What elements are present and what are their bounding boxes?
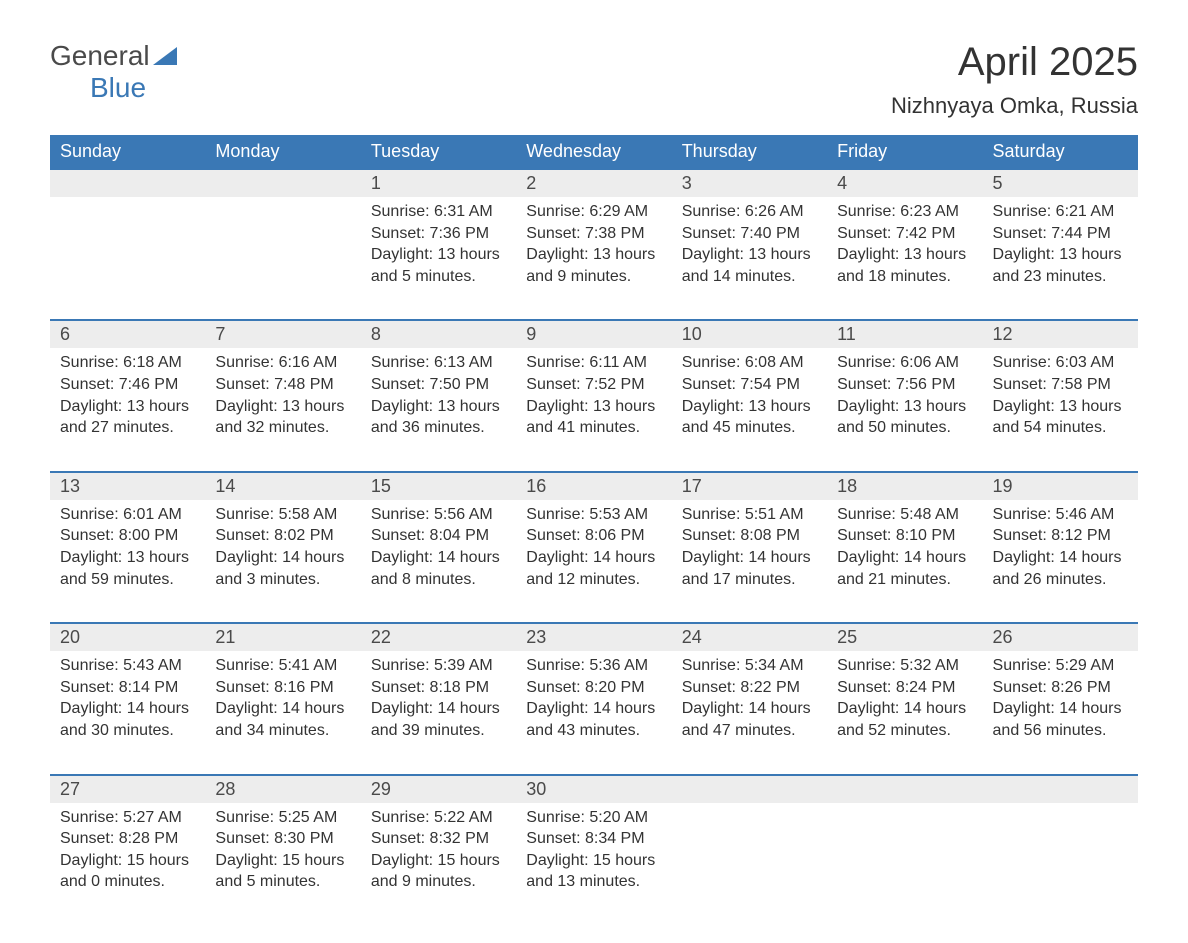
day-content-cell: Sunrise: 6:31 AMSunset: 7:36 PMDaylight:… (361, 197, 516, 320)
day-number-cell: 3 (672, 169, 827, 197)
day-number-cell: 16 (516, 472, 671, 500)
day-number-cell: 5 (983, 169, 1138, 197)
day-number-cell: 22 (361, 623, 516, 651)
day-content-cell: Sunrise: 6:16 AMSunset: 7:48 PMDaylight:… (205, 348, 360, 471)
day-content-cell: Sunrise: 5:46 AMSunset: 8:12 PMDaylight:… (983, 500, 1138, 623)
day-content-cell: Sunrise: 5:48 AMSunset: 8:10 PMDaylight:… (827, 500, 982, 623)
logo-text-blue: Blue (90, 72, 146, 104)
day-content-cell: Sunrise: 6:21 AMSunset: 7:44 PMDaylight:… (983, 197, 1138, 320)
header-row: General Blue April 2025 Nizhnyaya Omka, … (50, 40, 1138, 127)
day-number-cell (50, 169, 205, 197)
day-number-cell: 21 (205, 623, 360, 651)
day-number-cell: 20 (50, 623, 205, 651)
day-content-cell: Sunrise: 6:01 AMSunset: 8:00 PMDaylight:… (50, 500, 205, 623)
day-number-cell: 11 (827, 320, 982, 348)
logo-triangle-icon (153, 47, 177, 70)
day-number-cell: 1 (361, 169, 516, 197)
day-content-cell: Sunrise: 5:51 AMSunset: 8:08 PMDaylight:… (672, 500, 827, 623)
calendar-body: 12345Sunrise: 6:31 AMSunset: 7:36 PMDayl… (50, 169, 1138, 903)
header-wednesday: Wednesday (516, 135, 671, 169)
day-content-cell (983, 803, 1138, 903)
day-number-cell: 24 (672, 623, 827, 651)
day-content-cell (205, 197, 360, 320)
location: Nizhnyaya Omka, Russia (891, 93, 1138, 119)
day-number-cell: 17 (672, 472, 827, 500)
day-number-cell (827, 775, 982, 803)
day-content-cell: Sunrise: 5:43 AMSunset: 8:14 PMDaylight:… (50, 651, 205, 774)
day-content-cell: Sunrise: 5:22 AMSunset: 8:32 PMDaylight:… (361, 803, 516, 903)
week-1-number-row: 6789101112 (50, 320, 1138, 348)
day-content-cell: Sunrise: 5:58 AMSunset: 8:02 PMDaylight:… (205, 500, 360, 623)
day-number-cell: 2 (516, 169, 671, 197)
header-thursday: Thursday (672, 135, 827, 169)
day-content-cell: Sunrise: 5:36 AMSunset: 8:20 PMDaylight:… (516, 651, 671, 774)
day-content-cell: Sunrise: 5:32 AMSunset: 8:24 PMDaylight:… (827, 651, 982, 774)
day-number-cell: 15 (361, 472, 516, 500)
day-number-cell: 18 (827, 472, 982, 500)
week-1-content-row: Sunrise: 6:18 AMSunset: 7:46 PMDaylight:… (50, 348, 1138, 471)
day-number-cell: 6 (50, 320, 205, 348)
calendar-table: Sunday Monday Tuesday Wednesday Thursday… (50, 135, 1138, 903)
day-number-cell: 27 (50, 775, 205, 803)
week-0-number-row: 12345 (50, 169, 1138, 197)
month-title: April 2025 (891, 40, 1138, 85)
day-content-cell: Sunrise: 6:13 AMSunset: 7:50 PMDaylight:… (361, 348, 516, 471)
day-number-cell: 4 (827, 169, 982, 197)
day-number-cell: 28 (205, 775, 360, 803)
title-block: April 2025 Nizhnyaya Omka, Russia (891, 40, 1138, 127)
header-tuesday: Tuesday (361, 135, 516, 169)
day-number-cell: 13 (50, 472, 205, 500)
day-content-cell: Sunrise: 5:56 AMSunset: 8:04 PMDaylight:… (361, 500, 516, 623)
day-content-cell (50, 197, 205, 320)
day-number-cell: 8 (361, 320, 516, 348)
day-number-cell: 19 (983, 472, 1138, 500)
logo: General Blue (50, 40, 177, 104)
day-number-cell: 26 (983, 623, 1138, 651)
day-content-cell (672, 803, 827, 903)
header-friday: Friday (827, 135, 982, 169)
day-content-cell: Sunrise: 6:29 AMSunset: 7:38 PMDaylight:… (516, 197, 671, 320)
day-content-cell: Sunrise: 6:03 AMSunset: 7:58 PMDaylight:… (983, 348, 1138, 471)
day-number-cell: 29 (361, 775, 516, 803)
day-number-cell: 25 (827, 623, 982, 651)
header-sunday: Sunday (50, 135, 205, 169)
day-content-cell: Sunrise: 6:18 AMSunset: 7:46 PMDaylight:… (50, 348, 205, 471)
day-header-row: Sunday Monday Tuesday Wednesday Thursday… (50, 135, 1138, 169)
day-content-cell (827, 803, 982, 903)
logo-text-general: General (50, 40, 150, 72)
week-3-number-row: 20212223242526 (50, 623, 1138, 651)
day-number-cell (205, 169, 360, 197)
week-2-number-row: 13141516171819 (50, 472, 1138, 500)
day-number-cell: 23 (516, 623, 671, 651)
day-content-cell: Sunrise: 5:29 AMSunset: 8:26 PMDaylight:… (983, 651, 1138, 774)
header-saturday: Saturday (983, 135, 1138, 169)
logo-top-line: General (50, 40, 177, 72)
week-3-content-row: Sunrise: 5:43 AMSunset: 8:14 PMDaylight:… (50, 651, 1138, 774)
day-number-cell: 7 (205, 320, 360, 348)
day-content-cell: Sunrise: 6:08 AMSunset: 7:54 PMDaylight:… (672, 348, 827, 471)
day-number-cell: 14 (205, 472, 360, 500)
day-content-cell: Sunrise: 5:39 AMSunset: 8:18 PMDaylight:… (361, 651, 516, 774)
day-content-cell: Sunrise: 5:53 AMSunset: 8:06 PMDaylight:… (516, 500, 671, 623)
day-content-cell: Sunrise: 6:26 AMSunset: 7:40 PMDaylight:… (672, 197, 827, 320)
day-content-cell: Sunrise: 5:20 AMSunset: 8:34 PMDaylight:… (516, 803, 671, 903)
day-number-cell: 10 (672, 320, 827, 348)
day-number-cell: 9 (516, 320, 671, 348)
day-content-cell: Sunrise: 5:34 AMSunset: 8:22 PMDaylight:… (672, 651, 827, 774)
day-number-cell: 12 (983, 320, 1138, 348)
day-number-cell (983, 775, 1138, 803)
week-2-content-row: Sunrise: 6:01 AMSunset: 8:00 PMDaylight:… (50, 500, 1138, 623)
day-content-cell: Sunrise: 5:41 AMSunset: 8:16 PMDaylight:… (205, 651, 360, 774)
day-content-cell: Sunrise: 5:25 AMSunset: 8:30 PMDaylight:… (205, 803, 360, 903)
day-content-cell: Sunrise: 6:11 AMSunset: 7:52 PMDaylight:… (516, 348, 671, 471)
day-content-cell: Sunrise: 6:23 AMSunset: 7:42 PMDaylight:… (827, 197, 982, 320)
day-number-cell (672, 775, 827, 803)
day-content-cell: Sunrise: 5:27 AMSunset: 8:28 PMDaylight:… (50, 803, 205, 903)
day-content-cell: Sunrise: 6:06 AMSunset: 7:56 PMDaylight:… (827, 348, 982, 471)
header-monday: Monday (205, 135, 360, 169)
week-4-number-row: 27282930 (50, 775, 1138, 803)
week-4-content-row: Sunrise: 5:27 AMSunset: 8:28 PMDaylight:… (50, 803, 1138, 903)
day-number-cell: 30 (516, 775, 671, 803)
week-0-content-row: Sunrise: 6:31 AMSunset: 7:36 PMDaylight:… (50, 197, 1138, 320)
